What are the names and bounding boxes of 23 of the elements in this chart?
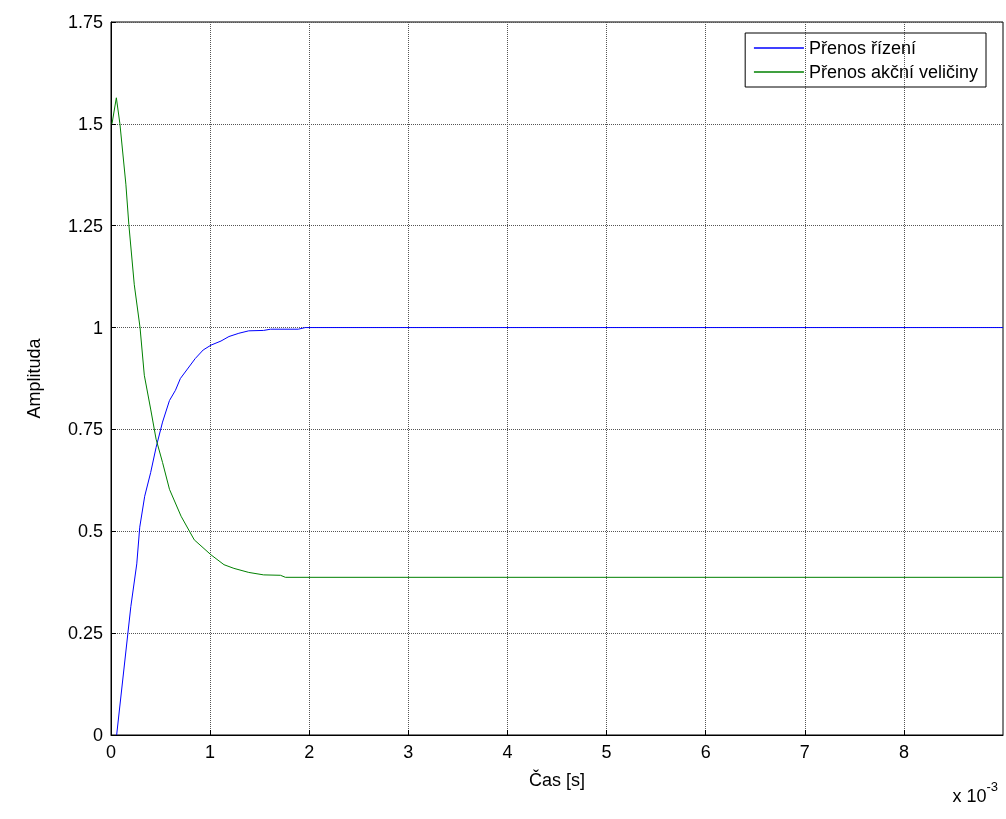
y-tick-label: 0 xyxy=(92,725,103,745)
x-tick-label: 5 xyxy=(601,742,612,762)
y-tick-label: 1.75 xyxy=(67,12,103,32)
x-tick-label: 8 xyxy=(898,742,909,762)
x-tick-label: 7 xyxy=(799,742,810,762)
y-tick-label: 1.25 xyxy=(67,215,103,236)
x-tick-label: 3 xyxy=(403,742,414,762)
x-tick-label: 0 xyxy=(105,742,117,762)
y-tick-label: 1.5 xyxy=(77,113,103,134)
line-series xyxy=(116,327,1004,736)
y-axis-title: Amplituda xyxy=(24,337,44,419)
legend-label: Přenos řízení xyxy=(808,38,916,58)
y-tick-label: 0.5 xyxy=(77,521,103,542)
x-tick-label: 6 xyxy=(700,742,711,762)
x-tick-label: 2 xyxy=(304,742,315,762)
x-axis-title: Čas [s] xyxy=(528,769,586,790)
y-tick-label: 0.25 xyxy=(67,623,103,644)
y-tick-label: 1 xyxy=(92,317,103,338)
x-tick-label: 4 xyxy=(502,742,513,762)
x-tick-label: 1 xyxy=(205,742,216,762)
y-tick-label: 0.75 xyxy=(67,419,103,440)
line-series xyxy=(111,97,1004,578)
legend-label: Přenos akční veličiny xyxy=(808,62,978,82)
